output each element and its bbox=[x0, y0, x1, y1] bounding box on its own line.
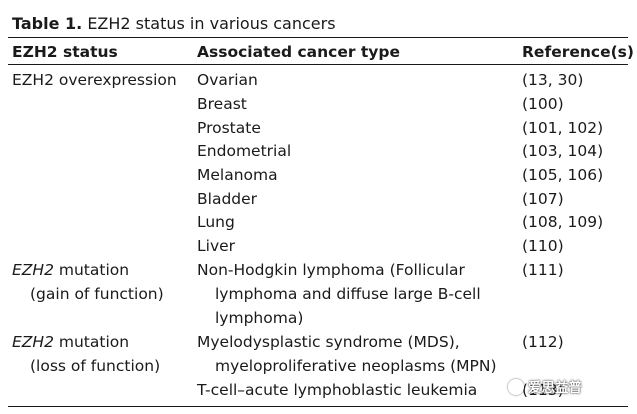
bottom-rule bbox=[8, 406, 628, 407]
status-gain-mutation: EZH2 mutation bbox=[12, 259, 129, 283]
cancer-type-cell: Liver bbox=[197, 237, 236, 255]
cancer-type-continuation: lymphoma) bbox=[215, 309, 304, 327]
reference-cell: (110) bbox=[522, 237, 564, 255]
cancer-type-cell: Myelodysplastic syndrome (MDS), bbox=[197, 333, 460, 351]
header-rule bbox=[8, 64, 628, 65]
status-loss-detail: (loss of function) bbox=[30, 357, 161, 375]
cancer-type-cell: Melanoma bbox=[197, 166, 278, 184]
reference-cell: (112) bbox=[522, 333, 564, 351]
cancer-type-continuation: lymphoma and diffuse large B-cell bbox=[215, 285, 481, 303]
column-header-cancer-type: Associated cancer type bbox=[197, 43, 401, 61]
watermark: 爱思益普 bbox=[508, 372, 628, 404]
reference-cell: (107) bbox=[522, 190, 564, 208]
cancer-type-cell: Ovarian bbox=[197, 71, 258, 89]
watermark-text: 爱思益普 bbox=[528, 380, 582, 396]
reference-cell: (101, 102) bbox=[522, 119, 604, 137]
cancer-type-continuation: myeloproliferative neoplasms (MPN) bbox=[215, 357, 497, 375]
table-label: Table 1. bbox=[12, 14, 83, 33]
cancer-type-cell: Lung bbox=[197, 213, 235, 231]
cancer-type-cell: Non-Hodgkin lymphoma (Follicular bbox=[197, 261, 465, 279]
gene-name: EZH2 bbox=[12, 333, 54, 351]
cancer-type-cell: Prostate bbox=[197, 119, 261, 137]
reference-cell: (108, 109) bbox=[522, 213, 604, 231]
reference-cell: (105, 106) bbox=[522, 166, 604, 184]
cancer-type-cell: Breast bbox=[197, 95, 247, 113]
cancer-type-cell: Endometrial bbox=[197, 142, 292, 160]
status-gain-detail: (gain of function) bbox=[30, 285, 164, 303]
reference-cell: (13, 30) bbox=[522, 71, 584, 89]
column-header-status: EZH2 status bbox=[12, 43, 118, 61]
status-overexpression: EZH2 overexpression bbox=[12, 71, 177, 89]
gene-name: EZH2 bbox=[12, 261, 54, 279]
table-caption: Table 1. EZH2 status in various cancers bbox=[12, 14, 336, 34]
top-rule bbox=[8, 37, 628, 38]
status-loss-mutation: EZH2 mutation bbox=[12, 331, 129, 355]
status-mutation-text: mutation bbox=[53, 261, 130, 279]
column-header-references: Reference(s) bbox=[522, 43, 634, 61]
table-title: EZH2 status in various cancers bbox=[87, 14, 336, 33]
cancer-type-cell: Bladder bbox=[197, 190, 258, 208]
status-mutation-text: mutation bbox=[53, 333, 130, 351]
cancer-type-cell: T-cell–acute lymphoblastic leukemia bbox=[197, 381, 478, 399]
reference-cell: (100) bbox=[522, 95, 564, 113]
reference-cell: (111) bbox=[522, 261, 564, 279]
reference-cell: (113) bbox=[522, 381, 564, 399]
wechat-icon bbox=[508, 379, 524, 395]
reference-cell: (103, 104) bbox=[522, 142, 604, 160]
